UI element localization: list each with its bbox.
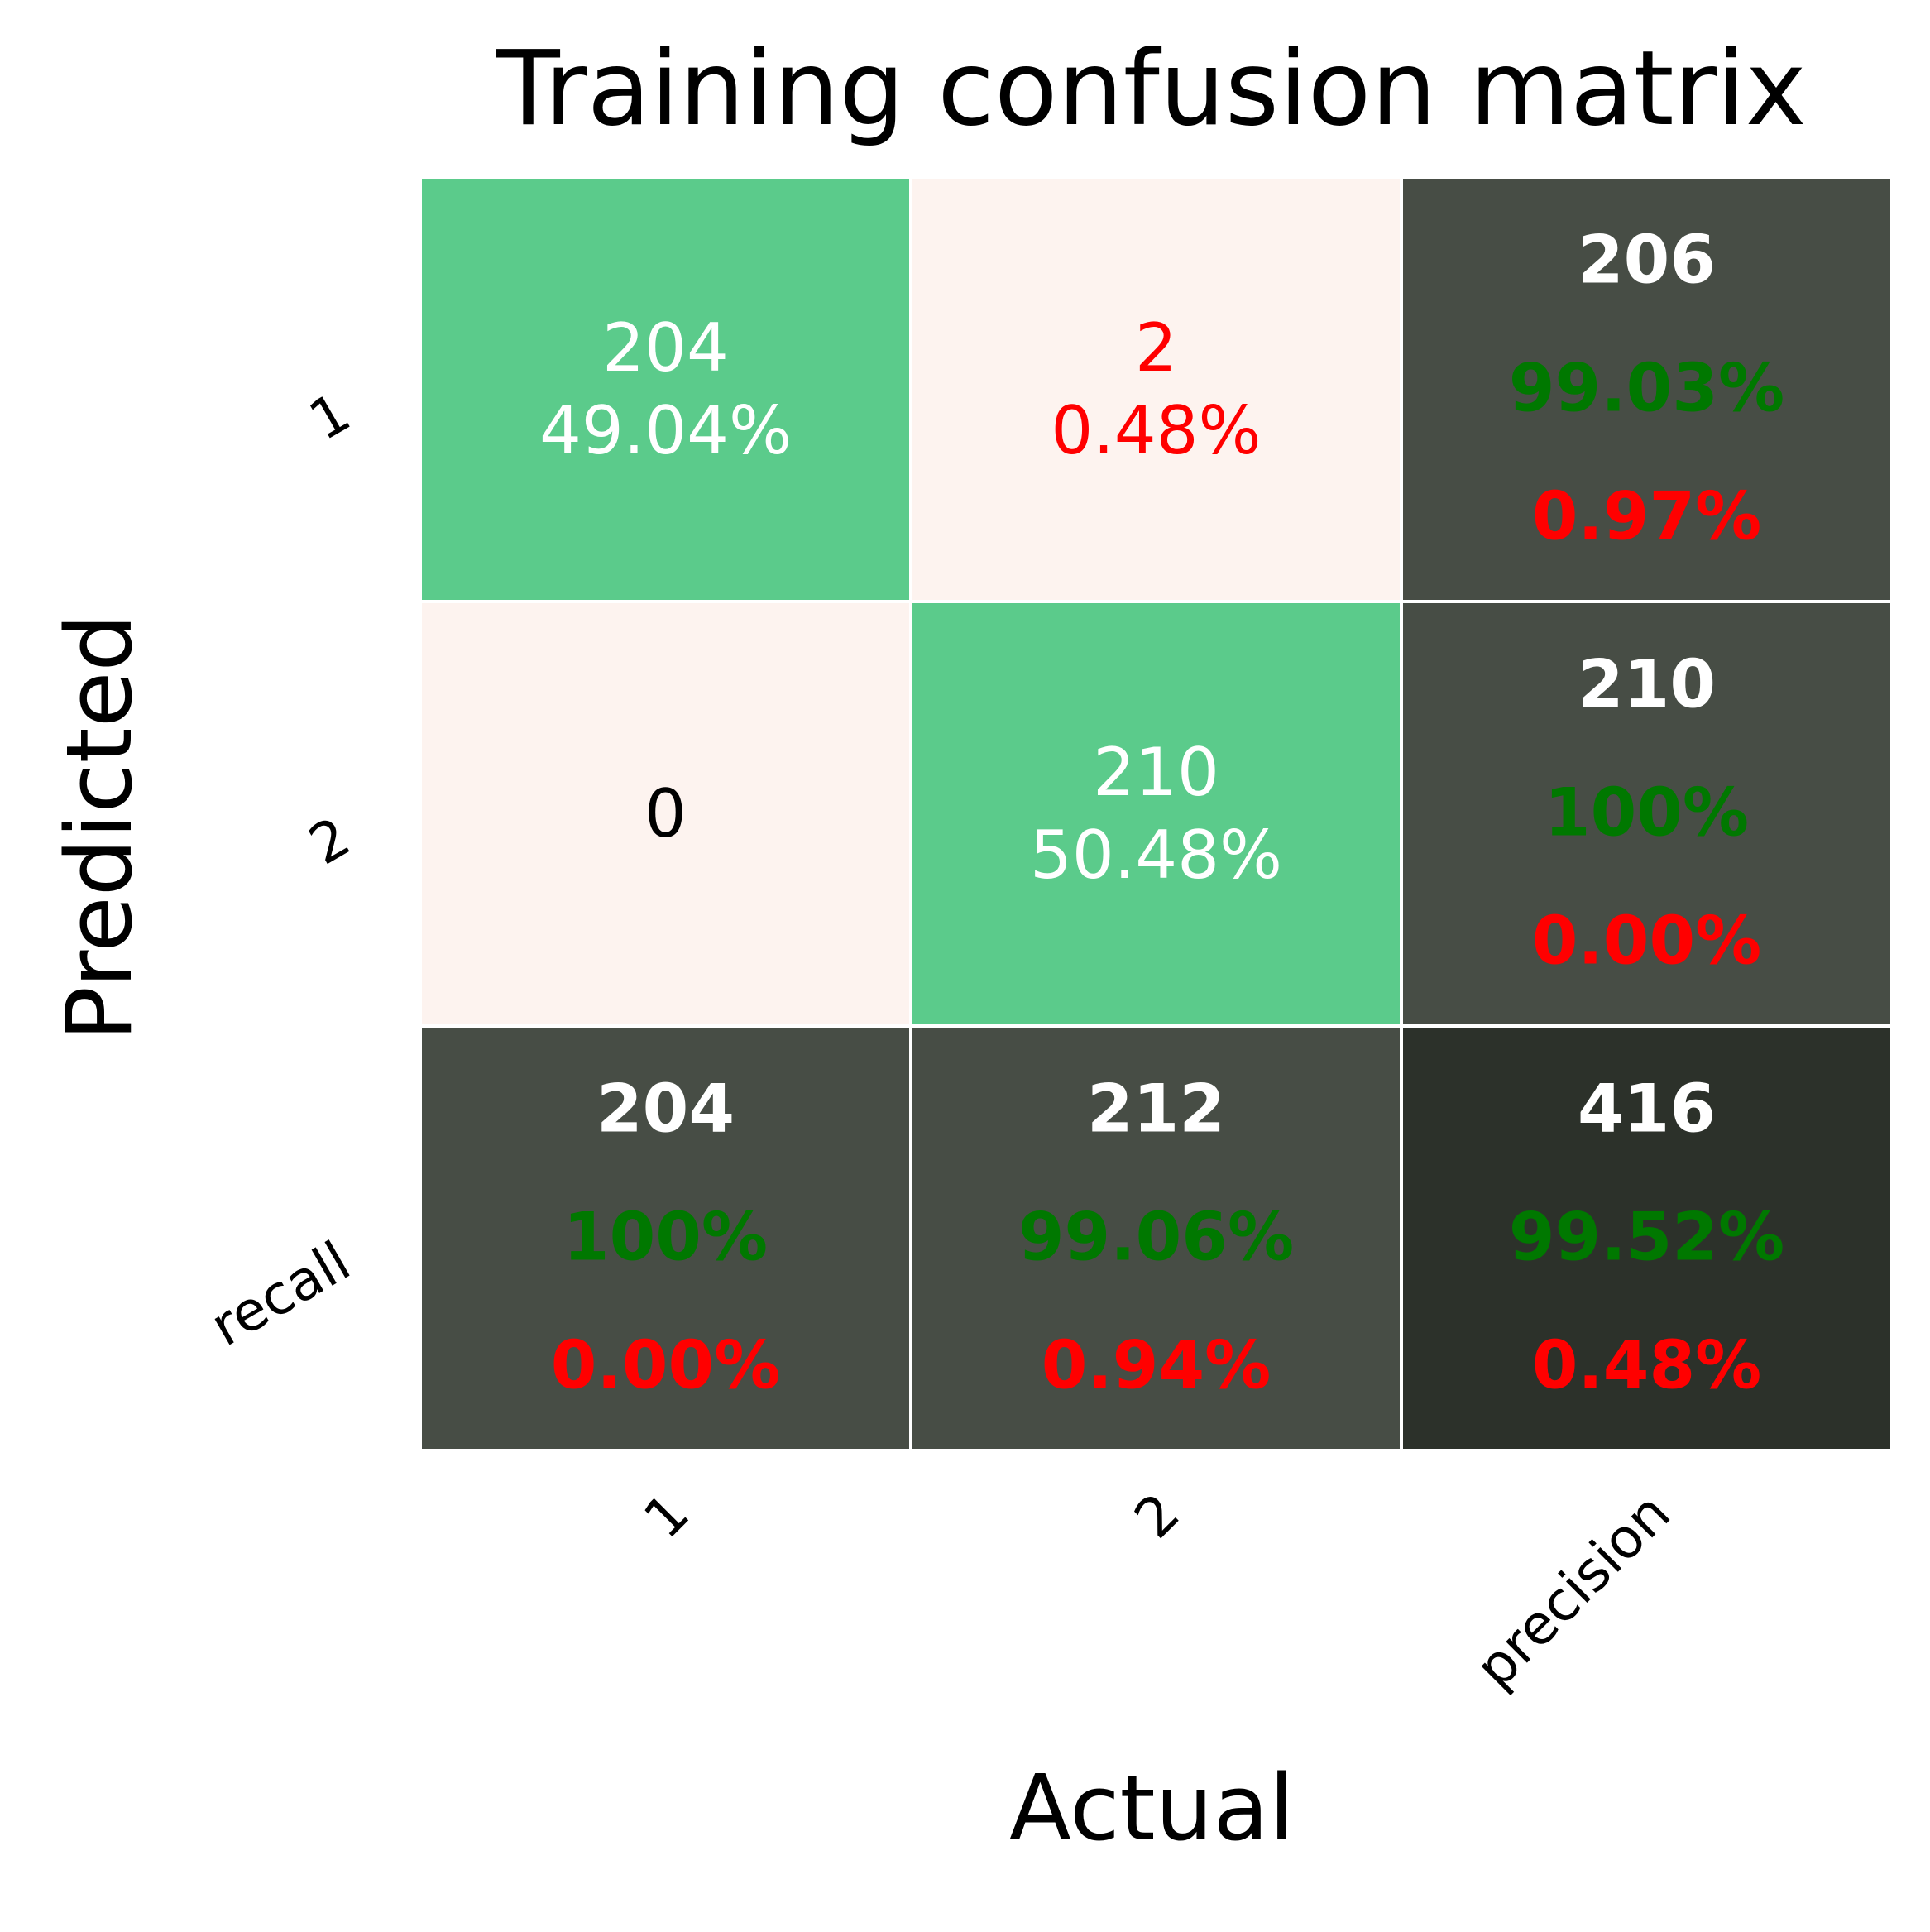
cell-count: 2 <box>1135 309 1177 386</box>
cell-background <box>909 600 1403 1028</box>
summary-correct-rate: 100% <box>563 1199 768 1276</box>
matrix-cell: 204 100% 0.00% <box>419 1024 912 1452</box>
x-axis-label: Actual <box>1009 1755 1295 1861</box>
cell-percentage: 0.48% <box>1051 392 1261 469</box>
summary-count: 212 <box>1087 1071 1225 1148</box>
summary-correct-rate: 99.03% <box>1509 350 1784 427</box>
chart-title: Training confusion matrix <box>496 29 1806 149</box>
cell-background <box>909 1024 1403 1452</box>
summary-correct-rate: 99.52% <box>1509 1199 1784 1276</box>
summary-count: 206 <box>1578 222 1716 299</box>
cell-count: 210 <box>1093 734 1219 811</box>
summary-error-rate: 0.48% <box>1532 1327 1762 1404</box>
summary-error-rate: 0.00% <box>551 1327 781 1404</box>
heatmap-cells: 20449.04%20.48%20699.03%0.97%021050.48%2… <box>419 175 1894 1452</box>
summary-correct-rate: 99.06% <box>1018 1199 1294 1276</box>
x-tick-labels: 1 2 precision <box>632 1481 1683 1700</box>
y-tick-label: 1 <box>299 381 361 453</box>
cell-count: 0 <box>644 775 687 852</box>
cell-background <box>909 175 1403 603</box>
matrix-cell: 416 99.52% 0.48% <box>1400 1024 1894 1452</box>
cell-background <box>1400 600 1894 1028</box>
matrix-cell: 206 99.03% 0.97% <box>1400 175 1894 603</box>
cell-percentage: 49.04% <box>539 392 792 469</box>
summary-count: 210 <box>1578 646 1716 723</box>
summary-correct-rate: 100% <box>1544 774 1749 851</box>
y-axis-label: Predicted <box>46 614 152 1041</box>
x-tick-label: 1 <box>632 1481 702 1551</box>
x-tick-label: 2 <box>1123 1481 1192 1551</box>
summary-error-rate: 0.00% <box>1532 903 1762 980</box>
summary-error-rate: 0.94% <box>1042 1327 1272 1404</box>
matrix-cell: 210 100% 0.00% <box>1400 600 1894 1028</box>
x-tick-label: precision <box>1463 1481 1683 1700</box>
matrix-cell: 212 99.06% 0.94% <box>909 1024 1403 1452</box>
cell-percentage: 50.48% <box>1030 817 1282 894</box>
cell-count: 204 <box>602 309 729 386</box>
cell-background <box>1400 1024 1894 1452</box>
summary-count: 416 <box>1578 1071 1716 1148</box>
summary-count: 204 <box>596 1071 735 1148</box>
cell-background <box>419 600 912 1028</box>
y-tick-label: recall <box>200 1230 361 1359</box>
matrix-cell: 0 <box>419 600 912 1028</box>
cell-background <box>1400 175 1894 603</box>
cell-background <box>419 1024 912 1452</box>
y-tick-label: 2 <box>299 805 361 878</box>
cell-background <box>419 175 912 603</box>
summary-error-rate: 0.97% <box>1532 478 1762 555</box>
y-tick-labels: 1 2 recall <box>200 381 361 1359</box>
matrix-cell: 20.48% <box>909 175 1403 603</box>
